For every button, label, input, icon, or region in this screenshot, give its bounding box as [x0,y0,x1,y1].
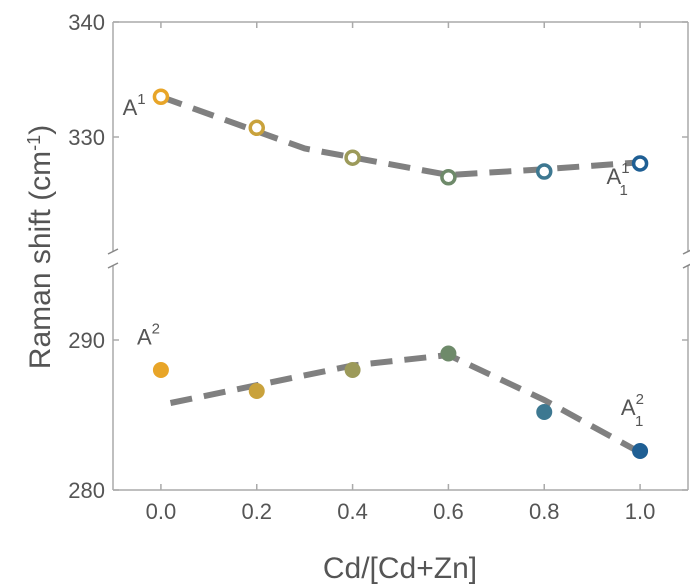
lower-point [440,345,457,362]
lower-annotation: A2 [137,321,160,350]
x-tick-label: 0.4 [337,499,368,524]
axis-ticks: 0.0 0.2 0.4 0.6 0.8 1.0 340 330 290 280 [68,10,688,524]
y-axis-label-close: ) [24,125,57,135]
annotation-sub: 1 [635,413,643,430]
upper-annotation: A1 [123,91,146,120]
lower-point [536,404,553,420]
x-axis-label: Cd/[Cd+Zn] [323,552,477,585]
axis-break-mark [107,262,119,269]
lower-point [344,362,361,378]
x-tick-label: 0.8 [529,499,560,524]
upper-point [344,149,361,166]
lower-annotation: A2 1 [621,391,644,430]
lower-point [632,443,649,459]
lower-point [152,362,169,378]
fit-lines [159,93,642,456]
y-tick-label: 290 [68,328,105,353]
annotation-base: A [607,164,622,189]
x-tick-label: 0.0 [146,499,177,524]
x-tick-label: 0.6 [433,499,464,524]
annotation-sup: 1 [621,160,629,177]
upper-fit-line [159,93,641,179]
axes-frame [107,21,690,491]
x-tick-label: 1.0 [625,499,656,524]
data-points [152,88,649,459]
annotation-sub: 1 [619,182,627,199]
annotation-base: A [621,395,636,420]
x-tick-label: 0.2 [241,499,272,524]
lower-fit-line [169,351,642,456]
lower-point [248,383,265,399]
annotation-base: A [137,325,152,350]
annotation-sup: 2 [152,321,160,338]
upper-annotation: A1 1 [607,160,630,199]
axis-break-mark [682,249,690,255]
annotation-sup: 2 [636,391,644,408]
upper-point [631,155,649,172]
axis-break-mark [107,248,119,255]
upper-point [248,119,265,137]
annotation-sup: 1 [137,91,145,108]
upper-point [440,169,457,186]
y-tick-label: 340 [68,10,105,35]
y-tick-label: 330 [68,125,105,150]
upper-point [152,88,170,105]
y-tick-label: 280 [68,478,105,503]
upper-point [536,163,553,180]
y-axis-label-main: Raman shift (cm [24,151,57,369]
axis-break-mark [682,263,690,269]
y-axis-label-sup: -1 [24,135,44,151]
y-axis-label: Raman shift (cm-1) [24,125,57,369]
annotation-base: A [123,95,138,120]
